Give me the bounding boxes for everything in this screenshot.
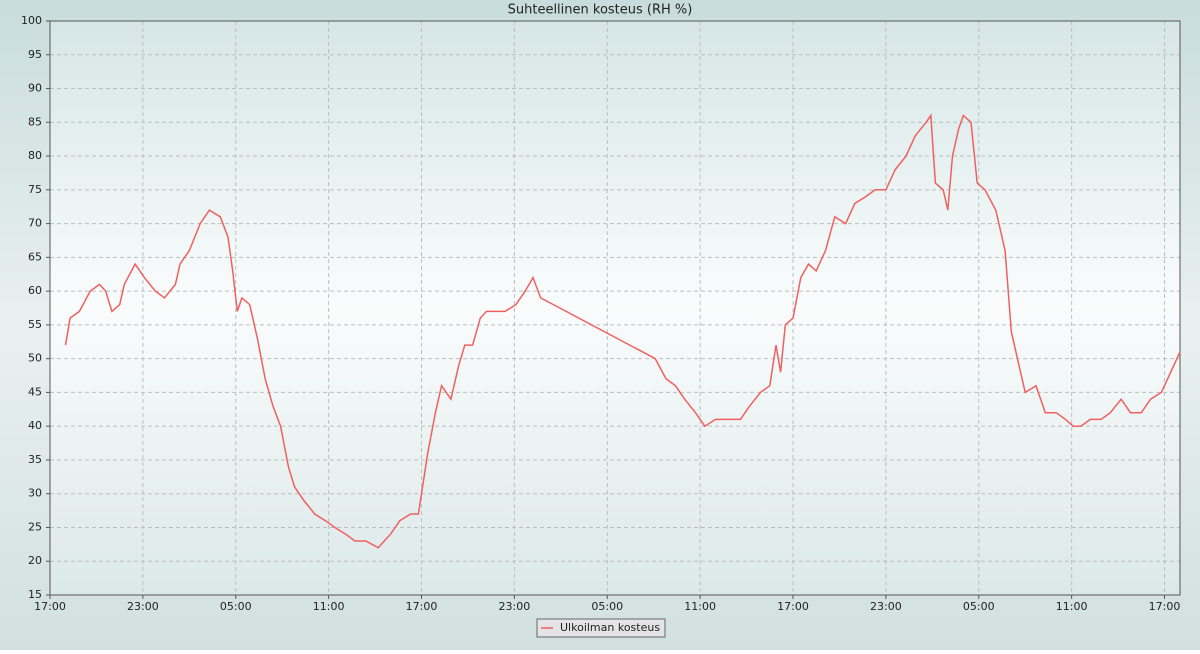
y-tick-label: 55 bbox=[28, 318, 42, 331]
x-tick-label: 11:00 bbox=[313, 600, 345, 613]
y-tick-label: 100 bbox=[21, 14, 42, 27]
y-tick-label: 70 bbox=[28, 217, 42, 230]
x-tick-label: 23:00 bbox=[127, 600, 159, 613]
y-tick-label: 75 bbox=[28, 183, 42, 196]
x-tick-label: 17:00 bbox=[1149, 600, 1181, 613]
y-tick-label: 25 bbox=[28, 520, 42, 533]
y-tick-label: 50 bbox=[28, 352, 42, 365]
legend-label: Ulkoilman kosteus bbox=[560, 621, 660, 634]
x-tick-label: 17:00 bbox=[406, 600, 438, 613]
y-tick-label: 85 bbox=[28, 115, 42, 128]
plot-frame bbox=[49, 20, 1181, 596]
y-tick-label: 65 bbox=[28, 250, 42, 263]
y-tick-label: 35 bbox=[28, 453, 42, 466]
x-tick-label: 11:00 bbox=[1056, 600, 1088, 613]
y-tick-label: 15 bbox=[28, 588, 42, 601]
x-tick-label: 05:00 bbox=[220, 600, 252, 613]
x-tick-label: 17:00 bbox=[34, 600, 66, 613]
y-tick-label: 40 bbox=[28, 419, 42, 432]
x-tick-label: 17:00 bbox=[777, 600, 809, 613]
y-tick-label: 30 bbox=[28, 487, 42, 500]
x-tick-label: 11:00 bbox=[684, 600, 716, 613]
y-tick-label: 20 bbox=[28, 554, 42, 567]
x-tick-label: 23:00 bbox=[870, 600, 902, 613]
x-tick-label: 05:00 bbox=[963, 600, 995, 613]
y-tick-label: 95 bbox=[28, 48, 42, 61]
chart-title: Suhteellinen kosteus (RH %) bbox=[508, 3, 693, 18]
y-tick-label: 60 bbox=[28, 284, 42, 297]
line bbox=[64, 113, 1181, 549]
x-tick-label: 23:00 bbox=[499, 600, 531, 613]
y-tick-label: 45 bbox=[28, 385, 42, 398]
y-tick-label: 90 bbox=[28, 82, 42, 95]
y-tick-label: 80 bbox=[28, 149, 42, 162]
plot-area bbox=[50, 21, 1180, 595]
legend bbox=[536, 618, 666, 638]
x-tick-label: 05:00 bbox=[591, 600, 623, 613]
